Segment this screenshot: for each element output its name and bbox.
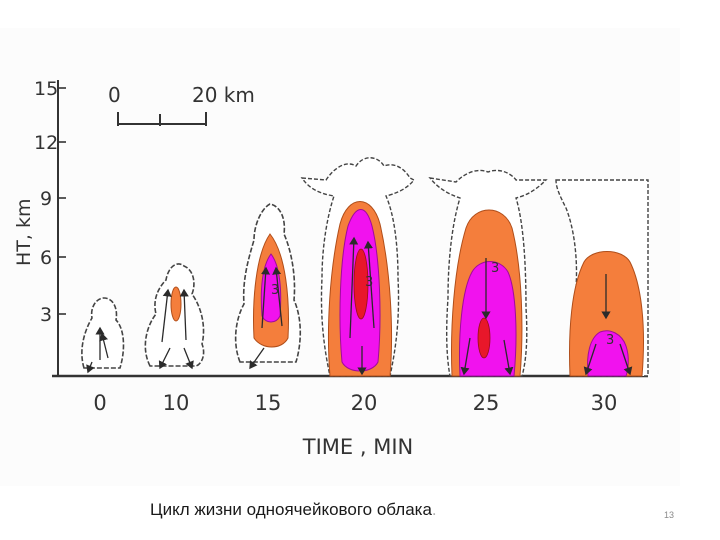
y-tick-label-12: 12 (34, 132, 58, 154)
scale-bar: 0 20 km (108, 83, 255, 126)
cloud-cell-25min: 3 (428, 169, 548, 377)
x-tick-labels: 0 10 15 20 25 30 (93, 391, 617, 415)
slide-caption: Цикл жизни одноячейкового облака. (150, 500, 580, 520)
caption-dot: . (431, 500, 437, 519)
cell-label-25min: 3 (491, 261, 499, 276)
page-number: 13 (664, 510, 675, 520)
scale-bar-start-label: 0 (108, 83, 121, 107)
y-tick-label-9: 9 (40, 188, 52, 210)
y-tick-label-6: 6 (40, 247, 52, 269)
cloud-cell-30min: 3 (555, 179, 649, 377)
cloud-cell-20min: 3 (300, 157, 416, 377)
cloud-cell-15min: 3 (234, 203, 302, 370)
x-axis-label: TIME , MIN (302, 435, 413, 459)
x-tick-label-20: 20 (351, 391, 378, 415)
cloud-cell-0min (81, 297, 125, 374)
y-axis-label: HT, km (13, 199, 35, 266)
x-tick-label-30: 30 (591, 391, 618, 415)
cell-label-20min: 3 (365, 275, 373, 290)
x-tick-label-10: 10 (163, 391, 190, 415)
x-tick-label-25: 25 (473, 391, 500, 415)
caption-text: Цикл жизни одноячейкового облака (150, 500, 432, 519)
x-tick-label-15: 15 (255, 391, 282, 415)
y-tick-label-3: 3 (40, 304, 52, 326)
y-tick-label-15: 15 (34, 78, 58, 100)
cell-label-15min: 3 (271, 283, 279, 298)
cell-label-30min: 3 (606, 333, 614, 348)
figure-area: 15 12 9 6 3 HT, km 0 20 km (0, 28, 680, 486)
y-ticks: 15 12 9 6 3 (34, 78, 66, 326)
cloud-life-cycle-diagram: 15 12 9 6 3 HT, km 0 20 km (13, 78, 649, 459)
cloud-cell-10min (144, 263, 205, 370)
scale-bar-end-label: 20 km (192, 83, 255, 107)
x-tick-label-0: 0 (93, 391, 106, 415)
